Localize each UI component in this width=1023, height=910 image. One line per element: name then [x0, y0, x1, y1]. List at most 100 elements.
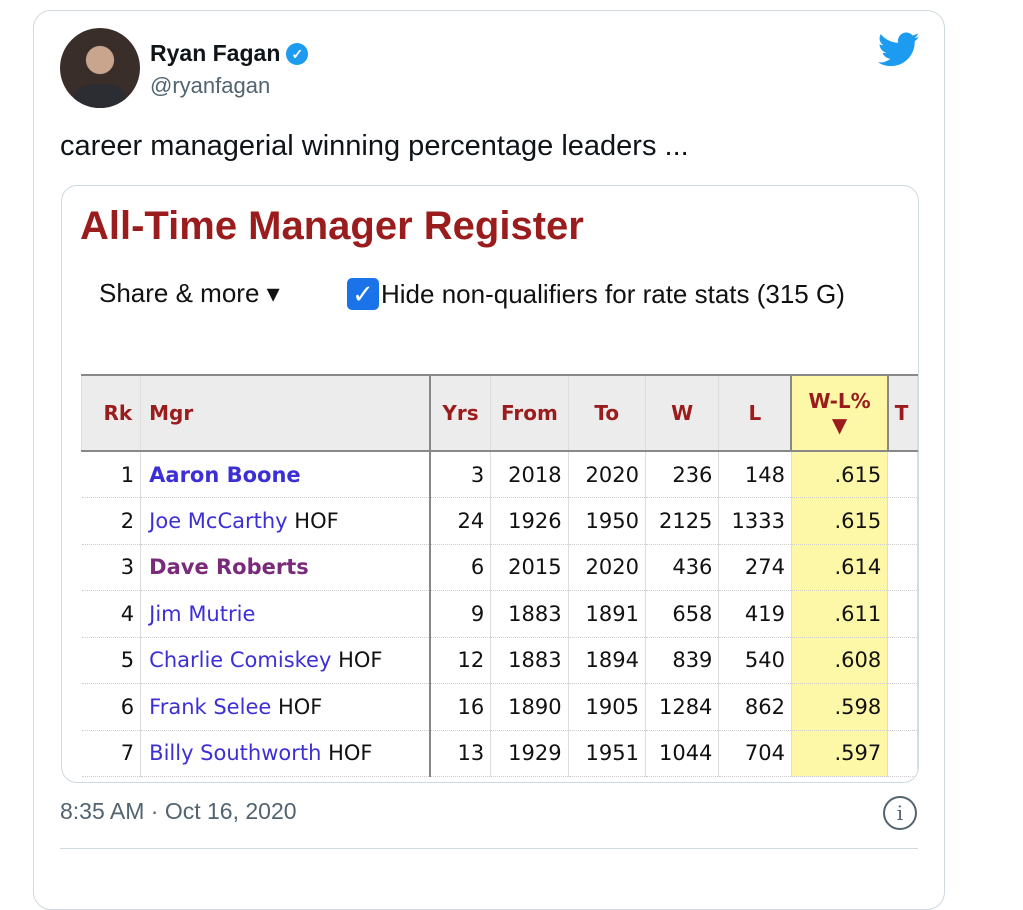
table-row: 2 Joe McCarthy HOF 24 1926 1950 2125 133… — [81, 497, 918, 545]
manager-link[interactable]: Frank Selee — [149, 694, 272, 719]
win-pct: .608 — [791, 637, 889, 684]
rank: 5 — [81, 637, 142, 684]
col-wl-pct[interactable]: W-L% ▼ — [790, 374, 889, 452]
wins: 839 — [645, 637, 720, 684]
manager-link[interactable]: Aaron Boone — [149, 462, 301, 487]
checkbox-checked-icon[interactable]: ✓ — [347, 278, 379, 310]
wins: 436 — [645, 544, 720, 591]
manager-cell: Jim Mutrie — [140, 590, 431, 638]
rank: 1 — [81, 451, 142, 498]
hof-badge: HOF — [328, 741, 373, 766]
t-cell — [887, 497, 918, 545]
yrs: 9 — [429, 590, 492, 638]
author-name[interactable]: Ryan Fagan ✓ — [150, 40, 309, 67]
win-pct: .615 — [791, 451, 889, 498]
from: 1883 — [490, 590, 569, 638]
losses: 1333 — [718, 497, 792, 545]
rank: 3 — [81, 544, 142, 591]
manager-link[interactable]: Charlie Comiskey — [149, 648, 332, 673]
win-pct: .611 — [791, 590, 889, 638]
wins: 2125 — [645, 497, 720, 545]
to: 1950 — [568, 497, 646, 545]
losses: 704 — [718, 730, 792, 777]
manager-cell: Frank Selee HOF — [140, 683, 431, 731]
from: 1926 — [490, 497, 569, 545]
table-header-row: Rk Mgr Yrs From To W L W-L% ▼ T — [80, 374, 918, 452]
losses: 274 — [718, 544, 792, 591]
to: 1951 — [568, 730, 646, 777]
tweet-timestamp[interactable]: 8:35 AM · Oct 16, 2020 — [60, 798, 297, 824]
win-pct: .598 — [791, 683, 889, 731]
manager-link[interactable]: Joe McCarthy — [149, 508, 288, 533]
wins: 236 — [645, 451, 720, 498]
yrs: 24 — [429, 497, 492, 545]
table-row: 3 Dave Roberts 6 2015 2020 436 274 .614 — [81, 544, 918, 591]
manager-cell: Dave Roberts — [140, 544, 431, 591]
verified-badge-icon: ✓ — [286, 43, 309, 65]
yrs: 12 — [429, 637, 492, 684]
losses: 148 — [718, 451, 792, 498]
manager-link[interactable]: Jim Mutrie — [149, 601, 256, 626]
info-icon[interactable]: i — [883, 796, 917, 830]
win-pct: .615 — [791, 497, 889, 545]
col-rk[interactable]: Rk — [80, 374, 142, 452]
col-yrs[interactable]: Yrs — [429, 374, 492, 452]
table-row: 5 Charlie Comiskey HOF 12 1883 1894 839 … — [81, 637, 918, 684]
twitter-bird-icon[interactable] — [878, 32, 920, 68]
wins: 1284 — [645, 683, 720, 731]
manager-cell: Billy Southworth HOF — [140, 730, 431, 777]
to: 1891 — [568, 590, 646, 638]
rank: 7 — [81, 730, 142, 777]
col-t[interactable]: T — [887, 374, 918, 452]
hof-badge: HOF — [277, 694, 323, 719]
wins: 1044 — [645, 730, 720, 777]
avatar[interactable] — [60, 28, 140, 108]
t-cell — [887, 451, 918, 498]
hide-nonqualifiers-checkbox[interactable]: ✓ Hide non-qualifiers for rate stats (315… — [347, 278, 845, 310]
t-cell — [887, 544, 918, 591]
losses: 419 — [718, 590, 792, 638]
manager-link[interactable]: Billy Southworth — [149, 741, 322, 766]
col-to[interactable]: To — [567, 374, 646, 452]
manager-table: Rk Mgr Yrs From To W L W-L% ▼ T 1 Aaron B… — [80, 374, 918, 777]
yrs: 16 — [429, 683, 492, 731]
win-pct: .614 — [791, 544, 889, 591]
from: 2015 — [490, 544, 569, 591]
losses: 540 — [718, 637, 792, 684]
rank: 4 — [81, 590, 142, 638]
col-w[interactable]: W — [644, 374, 720, 452]
col-l[interactable]: L — [718, 374, 792, 452]
yrs: 13 — [429, 730, 492, 777]
embedded-image[interactable]: All-Time Manager Register Share & more ▾… — [61, 185, 919, 783]
checkbox-label: Hide non-qualifiers for rate stats (315 … — [381, 278, 845, 309]
from: 1883 — [490, 637, 569, 684]
wins: 658 — [645, 590, 720, 638]
losses: 862 — [718, 683, 792, 731]
from: 1929 — [490, 730, 569, 777]
author-handle[interactable]: @ryanfagan — [150, 73, 271, 98]
col-wl-pct-label: W-L% — [808, 389, 871, 413]
from: 2018 — [490, 451, 569, 498]
to: 2020 — [568, 451, 646, 498]
t-cell — [887, 590, 918, 638]
manager-cell: Joe McCarthy HOF — [140, 497, 431, 545]
hof-badge: HOF — [294, 508, 339, 533]
manager-cell: Charlie Comiskey HOF — [140, 637, 431, 684]
yrs: 3 — [429, 451, 492, 498]
table-row: 1 Aaron Boone 3 2018 2020 236 148 .615 — [81, 451, 918, 498]
tweet-text: career managerial winning percentage lea… — [60, 130, 689, 162]
rank: 6 — [81, 683, 142, 731]
divider — [60, 848, 918, 849]
t-cell — [887, 683, 918, 731]
t-cell — [887, 637, 918, 684]
col-mgr[interactable]: Mgr — [140, 374, 431, 452]
author-name-text: Ryan Fagan — [150, 40, 281, 66]
table-row: 4 Jim Mutrie 9 1883 1891 658 419 .611 — [81, 590, 918, 638]
share-more-dropdown[interactable]: Share & more ▾ — [99, 278, 280, 308]
manager-cell: Aaron Boone — [140, 451, 431, 498]
register-title: All-Time Manager Register — [80, 204, 584, 248]
col-from[interactable]: From — [490, 374, 569, 452]
t-cell — [887, 730, 918, 777]
table-row: 6 Frank Selee HOF 16 1890 1905 1284 862 … — [81, 683, 918, 731]
manager-link[interactable]: Dave Roberts — [149, 555, 309, 580]
